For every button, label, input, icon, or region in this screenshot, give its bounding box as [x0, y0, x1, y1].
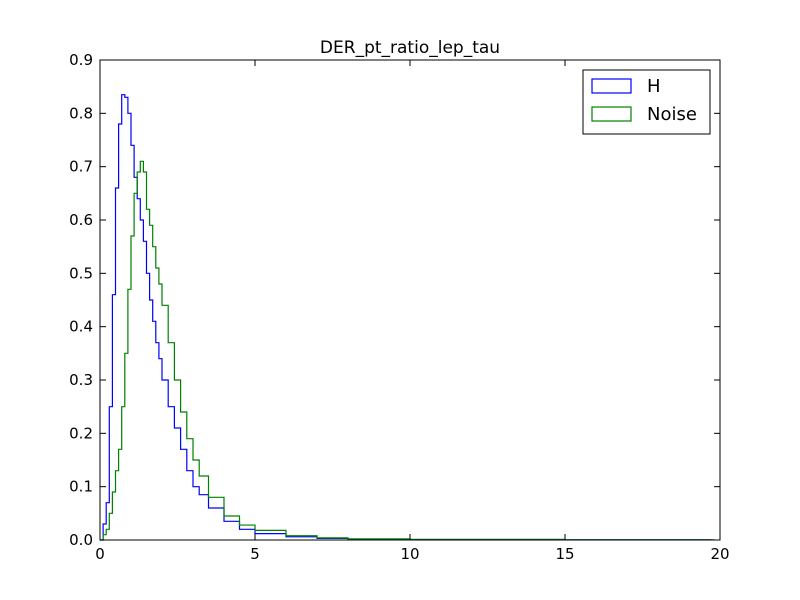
x-tick-label: 0 — [95, 545, 105, 563]
y-tick-label: 0.0 — [69, 531, 93, 549]
x-tick-label: 5 — [250, 545, 260, 563]
chart-title: DER_pt_ratio_lep_tau — [320, 38, 500, 58]
y-tick-label: 0.9 — [69, 51, 93, 69]
y-tick-label: 0.3 — [69, 371, 93, 389]
series-line-h — [100, 94, 715, 541]
series-layer — [100, 94, 715, 541]
legend-swatch — [591, 106, 632, 122]
y-tick-label: 0.6 — [69, 211, 93, 229]
x-tick-label: 10 — [400, 545, 419, 563]
y-tick-label: 0.7 — [69, 158, 93, 176]
legend-entry: H — [647, 76, 661, 97]
x-tick-label: 20 — [710, 545, 729, 563]
y-tick-label: 0.2 — [69, 424, 93, 442]
legend-frame — [582, 69, 711, 135]
y-tick-label: 0.8 — [69, 104, 93, 122]
x-tick-label: 15 — [555, 545, 574, 563]
legend: H Noise — [582, 69, 711, 135]
legend-swatch — [591, 78, 632, 94]
y-tick-label: 0.5 — [69, 264, 93, 282]
y-tick-label: 0.1 — [69, 478, 93, 496]
ticks-layer: 0 5 10 15 20 0.0 0.1 0.2 0.3 0.4 0.5 0.6 0.7 0.8 0.9 — [69, 51, 729, 563]
y-tick-label: 0.4 — [69, 318, 93, 336]
series-line-noise — [100, 160, 715, 541]
legend-entry: Noise — [647, 104, 697, 125]
